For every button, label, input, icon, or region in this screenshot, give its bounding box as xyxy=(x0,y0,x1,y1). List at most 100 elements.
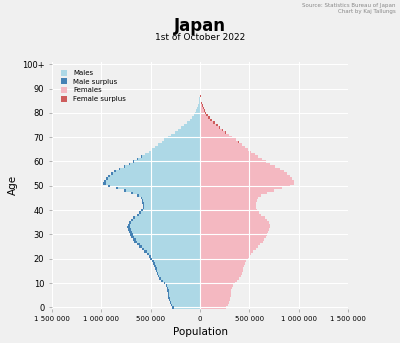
Bar xyxy=(200,136,232,138)
Text: Source: Statistics Bureau of Japan
Chart by Kaj Tallungs: Source: Statistics Bureau of Japan Chart… xyxy=(302,3,396,14)
Bar xyxy=(200,168,280,170)
Bar xyxy=(134,240,137,243)
Bar xyxy=(129,163,130,165)
Bar xyxy=(200,231,268,233)
Bar xyxy=(168,289,169,292)
Bar xyxy=(142,199,200,202)
Bar xyxy=(213,121,215,124)
Bar xyxy=(200,189,274,192)
Bar xyxy=(172,306,174,309)
Bar xyxy=(154,265,200,267)
Bar xyxy=(166,284,167,287)
Bar xyxy=(129,221,131,224)
Bar xyxy=(104,180,200,182)
Bar xyxy=(131,236,134,238)
Bar xyxy=(137,214,139,216)
Bar xyxy=(200,280,237,282)
Bar xyxy=(200,304,228,306)
Bar xyxy=(200,192,267,194)
Bar xyxy=(200,255,249,258)
Bar xyxy=(143,206,144,209)
Bar xyxy=(200,267,244,270)
Bar xyxy=(200,146,245,148)
Bar xyxy=(200,253,251,255)
Bar xyxy=(124,189,126,192)
Bar xyxy=(142,202,200,204)
Bar xyxy=(200,214,261,216)
Bar xyxy=(155,267,156,270)
Bar xyxy=(144,250,200,253)
Bar xyxy=(129,221,200,224)
Bar xyxy=(114,170,200,173)
Bar xyxy=(200,289,231,292)
Bar xyxy=(200,294,230,297)
Bar xyxy=(200,107,204,109)
Bar xyxy=(203,107,204,109)
Bar xyxy=(153,262,200,265)
Bar xyxy=(158,143,200,146)
Bar xyxy=(154,265,156,267)
Bar xyxy=(200,297,230,299)
Bar xyxy=(143,204,144,206)
Bar xyxy=(128,228,131,231)
Bar xyxy=(133,238,200,240)
Bar xyxy=(137,243,140,246)
Bar xyxy=(147,253,200,255)
Bar xyxy=(197,107,200,109)
Bar xyxy=(229,133,230,136)
Bar xyxy=(200,250,253,253)
Bar xyxy=(111,173,113,175)
Bar xyxy=(200,102,202,104)
Bar xyxy=(134,240,200,243)
Bar xyxy=(128,226,130,228)
Bar xyxy=(200,240,263,243)
Bar xyxy=(168,294,200,297)
Bar xyxy=(184,124,200,126)
Bar xyxy=(200,133,230,136)
Bar xyxy=(141,209,142,211)
Bar xyxy=(190,119,200,121)
Bar xyxy=(200,175,290,177)
Bar xyxy=(137,194,139,197)
Bar xyxy=(106,177,200,180)
Bar xyxy=(200,124,218,126)
Bar xyxy=(166,284,200,287)
Bar xyxy=(168,297,200,299)
Bar xyxy=(225,131,226,133)
Bar xyxy=(164,138,200,141)
Bar xyxy=(216,124,218,126)
Bar xyxy=(133,216,200,219)
Bar xyxy=(210,119,212,121)
Bar xyxy=(181,126,200,129)
Bar xyxy=(175,131,200,133)
Bar xyxy=(152,260,154,262)
Bar xyxy=(168,294,170,297)
Bar xyxy=(137,158,138,160)
Bar xyxy=(129,231,200,233)
Bar xyxy=(200,299,230,301)
Bar xyxy=(141,209,200,211)
Bar xyxy=(131,192,200,194)
Bar xyxy=(200,121,215,124)
Bar xyxy=(200,282,235,284)
Bar xyxy=(192,117,200,119)
Bar xyxy=(200,111,206,114)
Bar xyxy=(130,233,200,236)
Bar xyxy=(200,97,201,99)
Bar xyxy=(141,155,200,158)
Bar xyxy=(156,270,158,272)
Bar xyxy=(200,226,270,228)
Bar xyxy=(149,255,151,258)
Bar xyxy=(159,277,161,280)
Bar xyxy=(137,158,200,160)
Bar xyxy=(200,153,254,155)
Bar xyxy=(168,136,200,138)
Bar xyxy=(200,155,258,158)
Bar xyxy=(131,192,133,194)
Bar xyxy=(156,272,200,275)
Bar xyxy=(200,204,256,206)
Legend: Males, Male surplus, Females, Female surplus: Males, Male surplus, Females, Female sur… xyxy=(58,68,128,104)
Bar xyxy=(200,197,258,199)
Bar xyxy=(167,287,168,289)
Text: Japan: Japan xyxy=(174,17,226,35)
